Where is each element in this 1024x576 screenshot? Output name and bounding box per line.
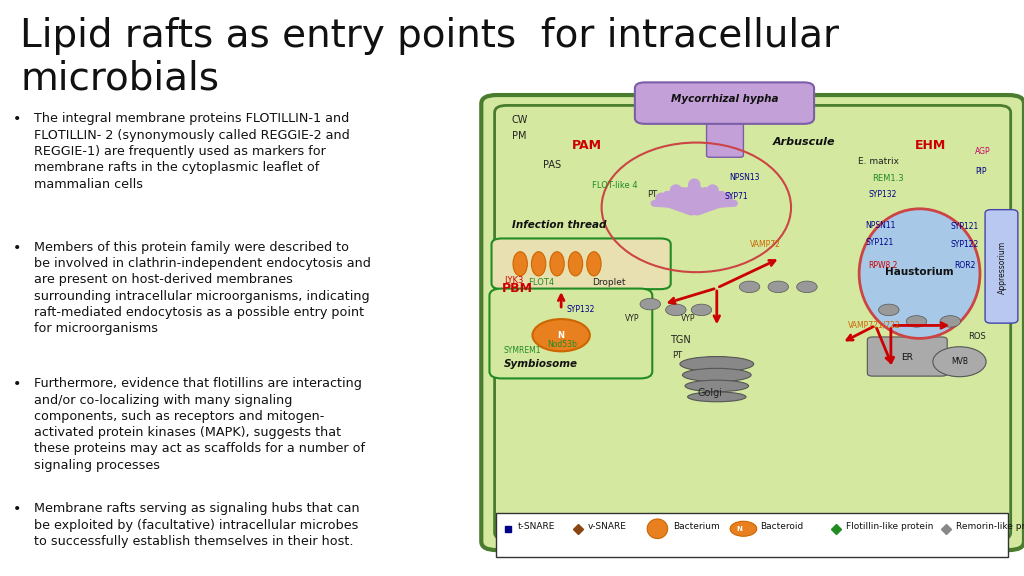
Text: Bacteroid: Bacteroid [760, 522, 803, 531]
Text: FLOT4: FLOT4 [528, 278, 555, 286]
Text: ROR2: ROR2 [954, 261, 976, 270]
Text: VAMP721/722: VAMP721/722 [848, 320, 900, 329]
Text: PT: PT [647, 190, 657, 199]
Text: ROS: ROS [968, 332, 985, 340]
Ellipse shape [587, 252, 601, 276]
Text: Nod53b: Nod53b [547, 340, 577, 348]
Text: Bacterium: Bacterium [673, 522, 720, 531]
Text: Furthermore, evidence that flotillins are interacting
and/or co-localizing with : Furthermore, evidence that flotillins ar… [34, 377, 365, 472]
Circle shape [797, 281, 817, 293]
Text: SYP132: SYP132 [566, 305, 595, 314]
Text: NPSN13: NPSN13 [729, 173, 760, 181]
Circle shape [906, 316, 927, 327]
FancyBboxPatch shape [707, 115, 743, 157]
Text: Golgi: Golgi [697, 388, 722, 398]
Text: Droplet: Droplet [592, 278, 626, 286]
Circle shape [739, 281, 760, 293]
Ellipse shape [568, 252, 583, 276]
Text: AGP: AGP [975, 147, 990, 156]
FancyBboxPatch shape [496, 513, 1008, 557]
Circle shape [532, 319, 590, 351]
Circle shape [933, 347, 986, 377]
FancyBboxPatch shape [635, 82, 814, 124]
FancyBboxPatch shape [492, 238, 671, 289]
Circle shape [666, 304, 686, 316]
Text: Lipid rafts as entry points  for intracellular
microbials: Lipid rafts as entry points for intracel… [20, 17, 840, 98]
Circle shape [940, 316, 961, 327]
Text: N: N [558, 331, 564, 340]
Text: SYP71: SYP71 [725, 192, 749, 200]
Text: PAS: PAS [543, 160, 561, 170]
Text: PIP: PIP [975, 167, 986, 176]
Text: REM1.3: REM1.3 [872, 175, 904, 183]
Text: SYP121: SYP121 [950, 222, 979, 231]
FancyBboxPatch shape [481, 95, 1024, 550]
Text: VYP: VYP [681, 314, 695, 323]
FancyBboxPatch shape [867, 337, 947, 376]
Ellipse shape [647, 519, 668, 539]
Text: SYP121: SYP121 [865, 238, 894, 247]
Text: t-SNARE: t-SNARE [518, 522, 555, 531]
Ellipse shape [682, 369, 751, 382]
Text: EHM: EHM [914, 139, 946, 151]
Text: •: • [13, 241, 22, 255]
Circle shape [730, 521, 757, 536]
Text: •: • [13, 377, 22, 391]
Text: FLOT-like 4: FLOT-like 4 [592, 181, 638, 190]
Text: Symbiosome: Symbiosome [504, 359, 578, 369]
Text: SYP122: SYP122 [950, 240, 979, 248]
Text: MVB: MVB [951, 357, 968, 366]
FancyBboxPatch shape [489, 289, 652, 378]
Text: CW: CW [512, 115, 528, 125]
Text: Remorin-like protein: Remorin-like protein [956, 522, 1024, 531]
Text: TGN: TGN [670, 335, 690, 344]
Text: •: • [13, 502, 22, 516]
Text: SYMREM1: SYMREM1 [504, 346, 542, 354]
Circle shape [640, 298, 660, 310]
Text: VYP: VYP [625, 314, 639, 323]
Text: Arbuscule: Arbuscule [773, 137, 836, 147]
Text: Haustorium: Haustorium [885, 267, 954, 277]
Text: PT: PT [672, 351, 682, 360]
Text: VAMP72: VAMP72 [750, 240, 780, 248]
Text: •: • [13, 112, 22, 126]
Text: PM: PM [512, 131, 526, 141]
Text: The integral membrane proteins FLOTILLIN-1 and
FLOTILLIN- 2 (synonymously called: The integral membrane proteins FLOTILLIN… [34, 112, 349, 191]
Ellipse shape [550, 252, 564, 276]
Circle shape [768, 281, 788, 293]
Text: Flotillin-like protein: Flotillin-like protein [846, 522, 933, 531]
Text: SYP132: SYP132 [868, 190, 897, 199]
Ellipse shape [531, 252, 546, 276]
Circle shape [879, 304, 899, 316]
Text: E. matrix: E. matrix [858, 157, 899, 166]
Text: PAM: PAM [571, 139, 601, 151]
Text: Mycorrhizal hypha: Mycorrhizal hypha [672, 94, 778, 104]
Ellipse shape [680, 357, 754, 372]
Text: PBM: PBM [502, 282, 532, 295]
Text: Members of this protein family were described to
be involved in clathrin-indepen: Members of this protein family were desc… [34, 241, 371, 335]
Text: Membrane rafts serving as signaling hubs that can
be exploited by (facultative) : Membrane rafts serving as signaling hubs… [34, 502, 359, 548]
Ellipse shape [688, 392, 745, 402]
Text: v-SNARE: v-SNARE [588, 522, 627, 531]
Circle shape [691, 304, 712, 316]
Text: N: N [736, 526, 742, 532]
Ellipse shape [685, 380, 749, 392]
FancyBboxPatch shape [985, 210, 1018, 323]
Text: RPW8.2: RPW8.2 [868, 261, 898, 270]
Text: Infection thread: Infection thread [512, 220, 606, 230]
Ellipse shape [513, 252, 527, 276]
Text: LYK3: LYK3 [504, 276, 523, 285]
Ellipse shape [859, 209, 980, 338]
Text: Appressorium: Appressorium [998, 241, 1007, 294]
Text: ER: ER [901, 353, 913, 362]
Text: NPSN11: NPSN11 [865, 221, 896, 229]
